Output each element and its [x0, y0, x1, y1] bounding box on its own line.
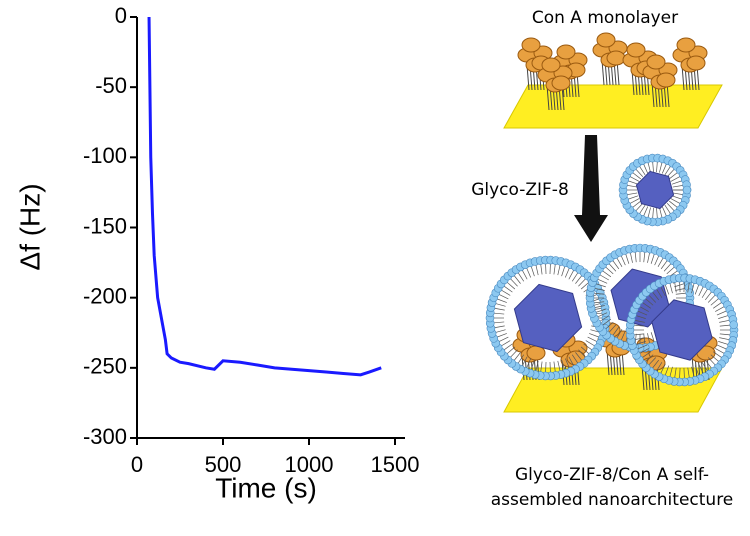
bottom-label: assembled nanoarchitecture: [491, 490, 734, 510]
protein-lobe: [676, 37, 696, 53]
sugar-bead: [601, 308, 611, 318]
y-tick-label: -250: [83, 354, 127, 379]
x-tick-label: 1500: [371, 452, 420, 477]
zif-crystal: [635, 170, 675, 210]
x-tick-label: 0: [131, 452, 143, 477]
arrow: [574, 135, 608, 242]
sugar-bead: [682, 185, 692, 195]
protein-lobe: [606, 50, 626, 66]
y-tick-label: -100: [83, 143, 127, 168]
substrate: [503, 84, 723, 129]
sugar-bead: [729, 320, 739, 330]
protein-lobe: [626, 42, 646, 58]
data-line: [147, 16, 382, 377]
y-tick-label: 0: [115, 3, 127, 28]
protein-lobe: [646, 54, 666, 70]
arrow-label: Glyco-ZIF-8: [471, 180, 569, 200]
y-tick-label: -50: [95, 73, 127, 98]
x-tick-label: 1000: [285, 452, 334, 477]
zif-crystal: [651, 299, 713, 361]
zif-crystal: [513, 283, 583, 353]
protein-lobe: [646, 355, 666, 371]
y-tick-label: -300: [83, 424, 127, 449]
y-tick-label: -200: [83, 283, 127, 308]
y-tick-label: -150: [83, 213, 127, 238]
protein-lobe: [656, 72, 676, 88]
protein-lobe: [596, 32, 616, 48]
protein-lobe: [556, 44, 576, 60]
x-tick-label: 500: [205, 452, 242, 477]
protein-lobe: [551, 75, 571, 91]
schematic-art: [485, 32, 739, 391]
protein-lobe: [521, 37, 541, 53]
x-axis-title: Time (s): [215, 472, 317, 503]
y-axis-title: Δf (Hz): [14, 183, 45, 270]
top-label: Con A monolayer: [532, 8, 678, 28]
bottom-label: Glyco-ZIF-8/Con A self-: [515, 465, 709, 485]
protein-lobe: [541, 57, 561, 73]
protein-lobe: [686, 55, 706, 71]
